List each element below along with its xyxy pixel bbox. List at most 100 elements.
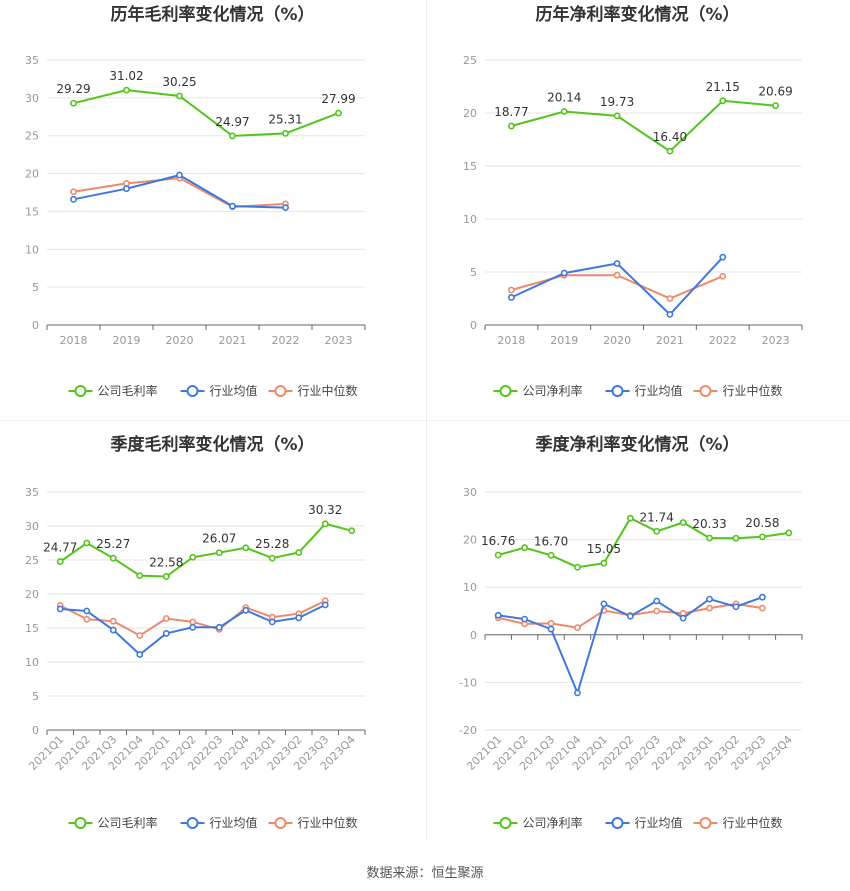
data-label: 16.76 <box>481 534 515 548</box>
data-point <box>719 272 727 280</box>
data-point <box>229 202 236 210</box>
data-point <box>268 554 276 562</box>
data-point <box>785 529 793 537</box>
annual-gross-margin-svg: 历年毛利率变化情况（%） 0 5 10 15 20 25 30 35 2018 2019 2020 20… <box>25 4 366 398</box>
y-tick-label: 20 <box>463 107 477 120</box>
legend-marker <box>499 385 512 397</box>
legend-label: 行业中位数 <box>298 815 358 830</box>
quarterly-gross-margin-svg: 季度毛利率变化情况（%）051015202530352021Q12021Q220… <box>25 434 366 830</box>
data-point <box>521 544 529 552</box>
data-point <box>574 563 581 571</box>
data-point <box>215 549 223 557</box>
data-point <box>189 623 197 631</box>
legend-marker <box>274 385 287 397</box>
data-point <box>574 624 581 632</box>
data-point <box>295 614 303 622</box>
series-line <box>59 522 353 578</box>
data-label: 16.40 <box>653 130 687 144</box>
data-point <box>242 544 250 552</box>
y-tick-label: 25 <box>25 130 39 143</box>
data-point <box>109 617 117 625</box>
series-line <box>73 89 339 137</box>
data-point <box>70 188 77 196</box>
data-label: 21.74 <box>640 510 674 524</box>
legend-marker <box>699 817 712 829</box>
data-point <box>719 97 727 105</box>
legend-item: 公司净利率 <box>493 815 583 830</box>
data-point <box>83 539 91 547</box>
data-label: 15.05 <box>587 542 621 556</box>
data-point <box>189 618 197 626</box>
data-label: 19.73 <box>600 95 634 109</box>
y-tick-label: 20 <box>25 588 39 601</box>
x-tick-label: 2022 <box>272 334 300 347</box>
data-point <box>758 593 766 601</box>
legend-marker <box>74 817 87 829</box>
y-tick-label: 5 <box>32 281 39 294</box>
data-point <box>83 615 91 623</box>
data-point <box>109 554 117 562</box>
data-point <box>229 132 236 140</box>
y-tick-label: 30 <box>463 486 477 499</box>
data-label: 25.28 <box>255 537 289 551</box>
legend-marker <box>499 817 512 829</box>
data-point <box>494 551 502 559</box>
data-point <box>626 514 634 522</box>
y-tick-label: 0 <box>470 629 477 642</box>
data-point <box>732 603 740 611</box>
data-point <box>295 549 303 556</box>
y-tick-label: 35 <box>25 54 39 67</box>
data-point <box>268 618 276 626</box>
data-label: 22.58 <box>149 555 183 569</box>
data-label: 20.58 <box>745 516 779 530</box>
y-tick-label: 35 <box>25 486 39 499</box>
data-point <box>706 595 713 603</box>
data-point <box>560 108 568 115</box>
y-tick-label: 15 <box>463 160 477 173</box>
legend-item: 公司净利率 <box>493 383 583 398</box>
data-label: 20.69 <box>758 85 792 99</box>
data-label: 29.29 <box>56 82 90 96</box>
chart-title: 季度毛利率变化情况（%） <box>110 434 314 455</box>
data-point <box>321 601 329 609</box>
data-point <box>666 310 674 318</box>
data-point <box>613 271 621 279</box>
data-point <box>136 632 144 639</box>
chart-title: 历年净利率变化情况（%） <box>535 4 739 25</box>
y-tick-label: 25 <box>25 554 39 567</box>
legend-marker <box>611 817 624 829</box>
legend-item: 行业中位数 <box>693 383 783 398</box>
legend-label: 公司毛利率 <box>98 383 158 398</box>
data-point <box>136 651 144 658</box>
series-line <box>498 596 763 696</box>
legend-item: 行业均值 <box>605 815 683 830</box>
data-point <box>136 572 144 580</box>
y-tick-label: 0 <box>32 319 39 332</box>
chart-quarterly-gross-margin: 季度毛利率变化情况（%） 0 5 10 15 20 25 30 35 2021Q1 2021Q2 20… <box>0 430 425 850</box>
data-point <box>732 534 740 542</box>
legend-label: 公司毛利率 <box>98 815 158 830</box>
data-point <box>547 551 555 559</box>
data-label: 18.77 <box>494 105 528 119</box>
legend-label: 公司净利率 <box>523 815 583 830</box>
data-point <box>666 147 674 155</box>
chart-title: 季度净利率变化情况（%） <box>535 434 739 455</box>
x-tick-label: 2021 <box>219 334 247 347</box>
data-point <box>70 195 77 203</box>
y-tick-label: 15 <box>25 622 39 635</box>
x-tick-label: 2020 <box>603 334 631 347</box>
data-point <box>282 129 289 137</box>
data-point <box>162 573 170 580</box>
data-point <box>547 625 555 633</box>
data-label: 16.70 <box>534 534 568 548</box>
legend-label: 行业均值 <box>210 383 258 398</box>
data-point <box>162 615 170 622</box>
data-point <box>613 112 621 120</box>
legend-label: 公司净利率 <box>523 383 583 398</box>
data-point <box>56 558 64 565</box>
data-label: 30.25 <box>162 75 196 89</box>
legend-label: 行业均值 <box>635 815 683 830</box>
legend-marker <box>186 385 199 397</box>
series-line <box>497 516 789 569</box>
data-point <box>547 619 555 627</box>
